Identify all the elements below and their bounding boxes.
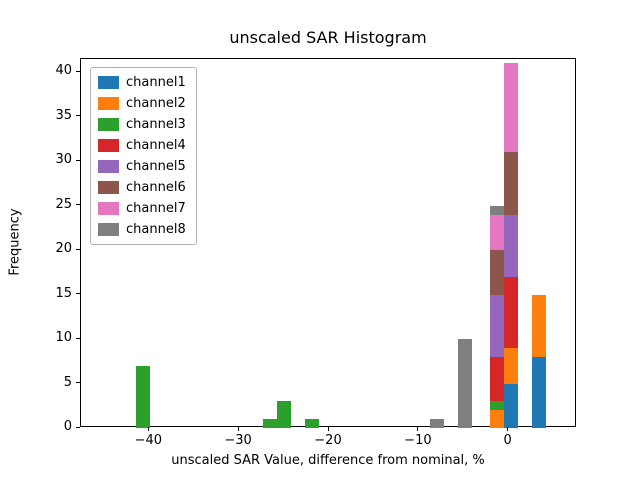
legend-label: channel7: [126, 201, 186, 216]
bar-segment-channel2: [532, 294, 546, 357]
legend: channel1 channel2 channel3 channel4 channel5…: [90, 67, 197, 245]
legend-swatch-channel3: [98, 118, 119, 131]
legend-label: channel5: [126, 159, 186, 174]
bar-segment-channel3: [263, 419, 277, 428]
legend-label: channel6: [126, 180, 186, 195]
legend-label: channel8: [126, 222, 186, 237]
bar-segment-channel3: [490, 401, 505, 411]
legend-item-channel2: channel2: [98, 95, 186, 112]
bar-segment-channel4: [504, 276, 519, 348]
bar-segment-channel5: [490, 294, 505, 357]
y-tick-label: 0: [63, 419, 72, 434]
x-tick-label: 0: [503, 433, 512, 448]
legend-swatch-channel8: [98, 223, 119, 236]
y-tick-mark: [76, 204, 80, 206]
x-tick-mark: [237, 427, 239, 431]
legend-swatch-channel2: [98, 97, 119, 110]
y-tick-label: 35: [55, 107, 72, 123]
y-tick-label: 25: [55, 196, 72, 212]
x-tick-mark: [507, 427, 509, 431]
x-tick-mark: [327, 427, 329, 431]
x-tick-label: −10: [404, 433, 432, 448]
legend-item-channel1: channel1: [98, 74, 186, 91]
y-tick-label: 40: [55, 63, 72, 79]
bar-segment-channel7: [490, 214, 505, 251]
y-tick-label: 30: [55, 152, 72, 168]
bar-segment-channel3: [135, 365, 150, 428]
legend-swatch-channel6: [98, 181, 119, 194]
legend-item-channel6: channel6: [98, 179, 186, 196]
y-axis-label: Frequency: [7, 208, 23, 276]
x-tick-mark: [417, 427, 419, 431]
x-tick-label: −30: [224, 433, 252, 448]
legend-swatch-channel1: [98, 76, 119, 89]
y-tick-mark: [76, 159, 80, 161]
x-tick-label: −20: [314, 433, 342, 448]
y-tick-mark: [76, 293, 80, 295]
y-tick-label: 15: [55, 285, 72, 301]
y-tick-label: 5: [63, 374, 72, 390]
legend-swatch-channel5: [98, 160, 119, 173]
bar-segment-channel7: [504, 63, 519, 153]
x-tick-label: −40: [134, 433, 163, 448]
bar-segment-channel8: [490, 205, 505, 215]
plot-area: channel1 channel2 channel3 channel4 channel5…: [80, 58, 576, 428]
x-axis-label: unscaled SAR Value, difference from nomi…: [171, 453, 485, 468]
bar-segment-channel2: [490, 410, 505, 428]
legend-swatch-channel4: [98, 139, 119, 152]
legend-item-channel3: channel3: [98, 116, 186, 133]
legend-label: channel2: [126, 96, 186, 111]
legend-item-channel5: channel5: [98, 158, 186, 175]
x-tick-mark: [147, 427, 149, 431]
bar-segment-channel5: [504, 214, 519, 277]
bar-segment-channel3: [276, 401, 291, 428]
legend-item-channel4: channel4: [98, 137, 186, 154]
legend-item-channel8: channel8: [98, 221, 186, 238]
bar-segment-channel6: [490, 250, 505, 295]
legend-swatch-channel7: [98, 202, 119, 215]
bar-segment-channel2: [504, 348, 519, 384]
y-tick-label: 10: [55, 330, 72, 346]
y-tick-mark: [76, 337, 80, 339]
bar-segment-channel3: [304, 419, 319, 428]
y-tick-mark: [76, 248, 80, 250]
legend-label: channel1: [126, 75, 186, 90]
y-tick-mark: [76, 115, 80, 117]
legend-label: channel4: [126, 138, 186, 153]
bar-segment-channel8: [457, 339, 472, 428]
bar-segment-channel4: [490, 356, 505, 402]
bar-segment-channel1: [504, 383, 519, 428]
y-tick-label: 20: [55, 241, 72, 257]
bar-segment-channel8: [430, 419, 444, 428]
legend-label: channel3: [126, 117, 186, 132]
y-tick-mark: [76, 382, 80, 383]
bar-segment-channel1: [532, 356, 546, 428]
y-tick-mark: [76, 70, 80, 72]
legend-item-channel7: channel7: [98, 200, 186, 217]
bar-segment-channel6: [504, 152, 519, 215]
y-tick-mark: [76, 426, 80, 428]
chart-title: unscaled SAR Histogram: [229, 28, 427, 47]
